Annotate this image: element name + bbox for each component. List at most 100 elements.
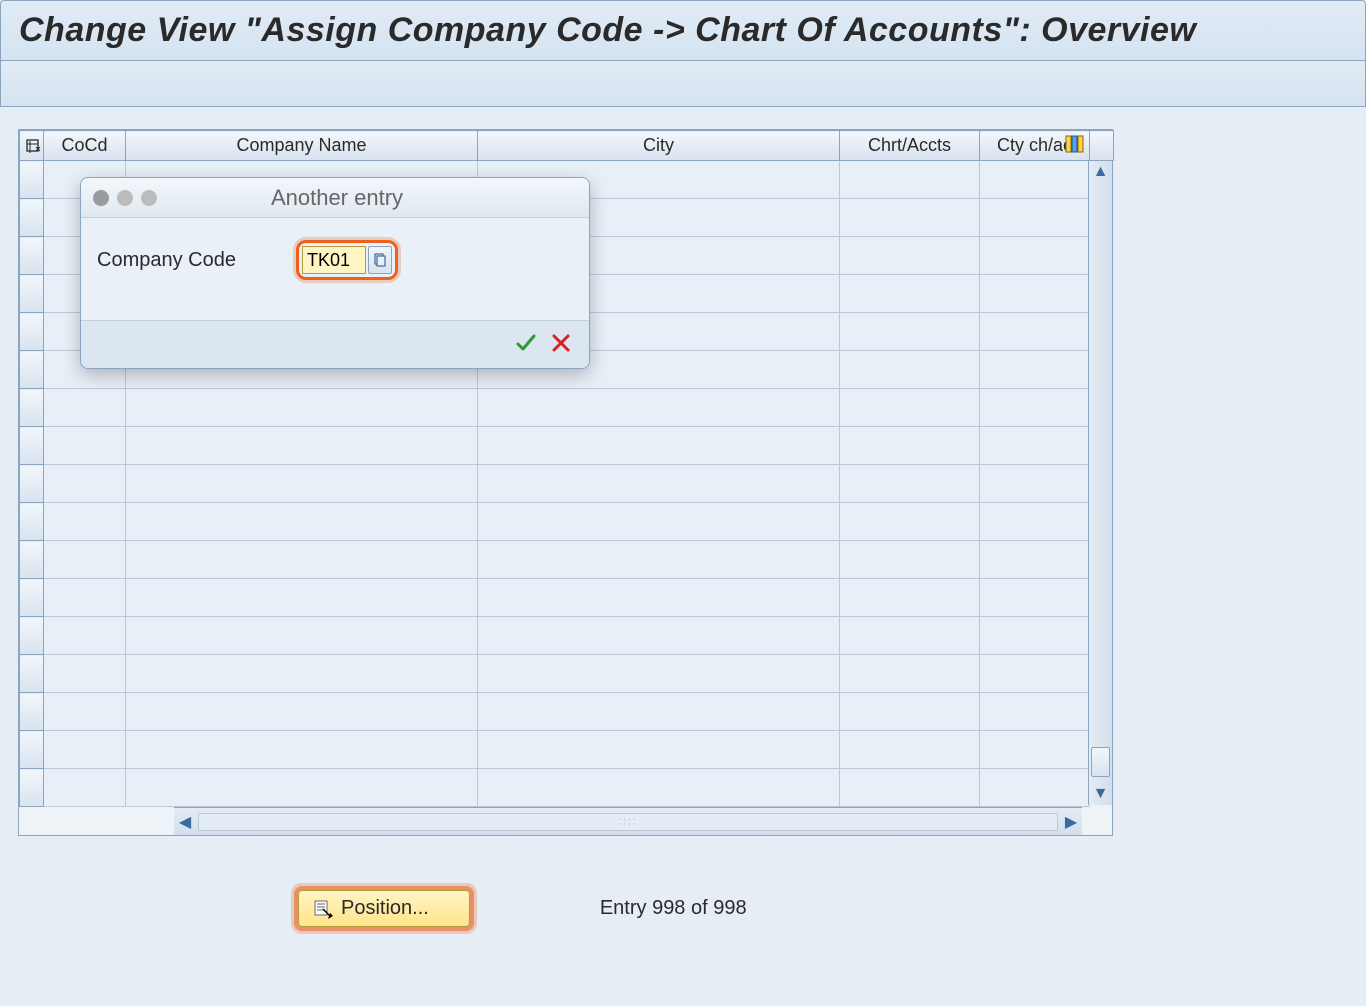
table-row[interactable] [20,541,1114,579]
cell[interactable] [44,465,126,503]
cell[interactable] [126,731,478,769]
row-selector[interactable] [20,541,44,579]
cell[interactable] [980,237,1090,275]
cell[interactable] [126,541,478,579]
cell[interactable] [478,503,840,541]
cell[interactable] [44,427,126,465]
table-row[interactable] [20,769,1114,807]
row-selector[interactable] [20,731,44,769]
cell[interactable] [840,465,980,503]
cell[interactable] [126,769,478,807]
scroll-left-icon[interactable]: ◀ [174,808,196,835]
cell[interactable] [840,161,980,199]
cell[interactable] [44,617,126,655]
cell[interactable] [980,693,1090,731]
table-row[interactable] [20,427,1114,465]
position-button[interactable]: Position... [298,890,470,927]
cell[interactable] [44,541,126,579]
cell[interactable] [980,389,1090,427]
scroll-thumb-v[interactable] [1091,747,1110,777]
row-selector[interactable] [20,161,44,199]
cell[interactable] [840,199,980,237]
cell[interactable] [840,313,980,351]
cell[interactable] [980,275,1090,313]
row-selector[interactable] [20,199,44,237]
cell[interactable] [478,427,840,465]
cell[interactable] [980,769,1090,807]
cell[interactable] [126,693,478,731]
cell[interactable] [840,617,980,655]
cell[interactable] [478,693,840,731]
cell[interactable] [44,769,126,807]
cell[interactable] [980,541,1090,579]
cell[interactable] [980,161,1090,199]
cell[interactable] [478,465,840,503]
cell[interactable] [980,199,1090,237]
cell[interactable] [840,351,980,389]
cell[interactable] [980,503,1090,541]
table-row[interactable] [20,579,1114,617]
cell[interactable] [840,541,980,579]
cell[interactable] [478,579,840,617]
select-all-corner[interactable] [20,131,44,161]
horizontal-scrollbar[interactable]: ◀ :::: ▶ [174,807,1082,835]
cell[interactable] [44,579,126,617]
cancel-button[interactable] [551,333,571,357]
table-row[interactable] [20,389,1114,427]
cell[interactable] [126,655,478,693]
row-selector[interactable] [20,617,44,655]
scroll-track-h[interactable]: :::: [198,813,1058,831]
cell[interactable] [840,579,980,617]
row-selector[interactable] [20,237,44,275]
row-selector[interactable] [20,389,44,427]
cell[interactable] [840,237,980,275]
row-selector[interactable] [20,465,44,503]
table-row[interactable] [20,731,1114,769]
cell[interactable] [44,731,126,769]
cell[interactable] [44,503,126,541]
row-selector[interactable] [20,579,44,617]
cell[interactable] [44,693,126,731]
f4-help-button[interactable] [368,246,392,274]
scroll-right-icon[interactable]: ▶ [1060,808,1082,835]
cell[interactable] [840,275,980,313]
row-selector[interactable] [20,313,44,351]
cell[interactable] [478,769,840,807]
cell[interactable] [840,655,980,693]
col-header-chrt-accts[interactable]: Chrt/Accts [840,131,980,161]
dialog-titlebar[interactable]: Another entry [81,178,589,218]
cell[interactable] [840,427,980,465]
cell[interactable] [126,579,478,617]
cell[interactable] [980,655,1090,693]
cell[interactable] [840,731,980,769]
row-selector[interactable] [20,427,44,465]
cell[interactable] [44,389,126,427]
col-header-company-name[interactable]: Company Name [126,131,478,161]
cell[interactable] [478,731,840,769]
row-selector[interactable] [20,693,44,731]
cell[interactable] [980,579,1090,617]
col-header-cocd[interactable]: CoCd [44,131,126,161]
cell[interactable] [980,465,1090,503]
cell[interactable] [980,731,1090,769]
table-row[interactable] [20,503,1114,541]
cell[interactable] [478,389,840,427]
cell[interactable] [840,769,980,807]
row-selector[interactable] [20,503,44,541]
cell[interactable] [126,465,478,503]
confirm-button[interactable] [515,332,537,358]
cell[interactable] [478,655,840,693]
col-header-city[interactable]: City [478,131,840,161]
table-settings-icon[interactable] [1065,134,1085,159]
company-code-input[interactable] [302,246,366,274]
col-config[interactable] [1090,131,1114,161]
cell[interactable] [44,655,126,693]
cell[interactable] [840,389,980,427]
row-selector[interactable] [20,275,44,313]
cell[interactable] [126,427,478,465]
cell[interactable] [840,693,980,731]
table-row[interactable] [20,617,1114,655]
scroll-down-icon[interactable]: ▼ [1089,783,1112,805]
cell[interactable] [980,427,1090,465]
table-row[interactable] [20,693,1114,731]
